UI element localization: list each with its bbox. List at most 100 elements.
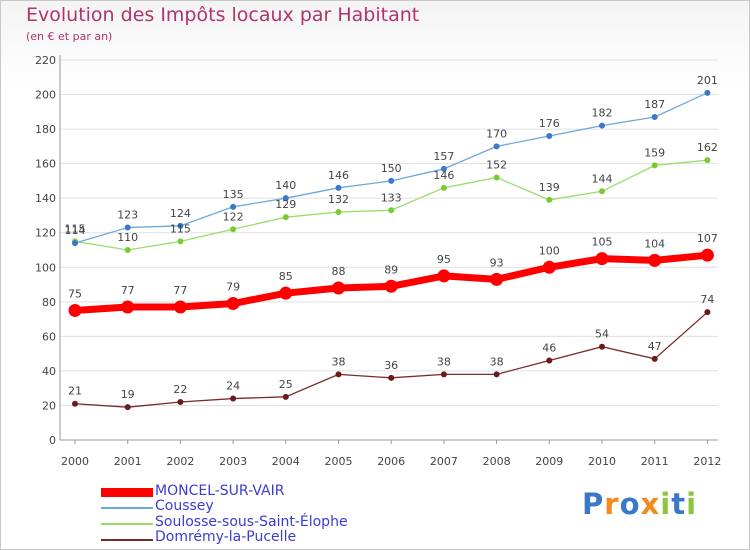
- data-label-soulosse-sous-saint-elophe-2000: 115: [65, 222, 86, 235]
- point-moncel-sur-vair-2007: [437, 269, 451, 283]
- point-domremy-la-pucelle-2011: [651, 355, 658, 362]
- point-domremy-la-pucelle-2007: [440, 371, 447, 378]
- y-tick-label-0: 0: [49, 434, 56, 447]
- logo-letter: o: [619, 487, 641, 521]
- data-label-moncel-sur-vair-2001: 77: [121, 284, 135, 297]
- data-label-domremy-la-pucelle-2009: 46: [542, 342, 556, 355]
- point-coussey-2012: [704, 89, 711, 96]
- data-label-coussey-2008: 170: [486, 127, 507, 140]
- data-label-coussey-2009: 176: [539, 117, 560, 130]
- y-tick-label-180: 180: [35, 123, 56, 136]
- logo-letter: t: [671, 487, 687, 521]
- data-label-coussey-2005: 146: [328, 169, 349, 182]
- point-soulosse-sous-saint-elophe-2004: [282, 214, 289, 221]
- point-domremy-la-pucelle-2001: [124, 404, 131, 411]
- data-label-coussey-2002: 124: [170, 207, 191, 220]
- legend-label-coussey: Coussey: [155, 498, 214, 514]
- data-label-domremy-la-pucelle-2004: 25: [279, 378, 293, 391]
- x-tick-label-2005: 2005: [325, 455, 353, 468]
- point-domremy-la-pucelle-2010: [599, 343, 605, 350]
- data-label-coussey-2012: 201: [697, 74, 718, 87]
- point-coussey-2005: [335, 184, 342, 191]
- data-label-coussey-2003: 135: [223, 188, 244, 201]
- point-coussey-2007: [440, 165, 447, 172]
- x-tick-label-2002: 2002: [166, 455, 194, 468]
- data-label-domremy-la-pucelle-2010: 54: [595, 328, 609, 341]
- data-label-domremy-la-pucelle-2003: 24: [226, 380, 240, 393]
- data-label-domremy-la-pucelle-2006: 36: [384, 359, 398, 372]
- chart-subtitle: (en € et par an): [26, 30, 113, 43]
- data-label-soulosse-sous-saint-elophe-2003: 122: [223, 210, 244, 223]
- logo-letter: P: [582, 487, 605, 521]
- point-soulosse-sous-saint-elophe-2011: [651, 162, 658, 169]
- axis-layer: 0 20 40 60 80 100 120 140 160 180 200 220 2000 2001 20…: [35, 54, 721, 468]
- data-label-domremy-la-pucelle-2011: 47: [648, 340, 662, 353]
- data-label-soulosse-sous-saint-elophe-2011: 159: [644, 146, 665, 159]
- data-label-moncel-sur-vair-2012: 107: [697, 232, 718, 245]
- data-label-domremy-la-pucelle-2008: 38: [490, 355, 504, 368]
- point-moncel-sur-vair-2003: [226, 297, 240, 311]
- y-tick-label-140: 140: [35, 192, 56, 205]
- point-domremy-la-pucelle-2005: [335, 371, 342, 378]
- y-tick-label-60: 60: [42, 330, 56, 343]
- point-moncel-sur-vair-2005: [332, 281, 345, 295]
- data-label-domremy-la-pucelle-2001: 19: [121, 388, 135, 401]
- data-label-soulosse-sous-saint-elophe-2004: 129: [275, 198, 296, 211]
- point-domremy-la-pucelle-2003: [230, 395, 237, 402]
- data-label-soulosse-sous-saint-elophe-2006: 133: [381, 191, 402, 204]
- x-tick-label-2000: 2000: [61, 455, 89, 468]
- data-label-coussey-2010: 182: [592, 107, 613, 120]
- data-label-coussey-2004: 140: [275, 179, 296, 192]
- y-tick-label-160: 160: [35, 158, 56, 171]
- data-label-soulosse-sous-saint-elophe-2002: 115: [170, 222, 191, 235]
- data-label-soulosse-sous-saint-elophe-2008: 152: [486, 158, 507, 171]
- point-moncel-sur-vair-2004: [279, 286, 293, 300]
- point-soulosse-sous-saint-elophe-2010: [599, 188, 605, 195]
- point-moncel-sur-vair-2009: [542, 260, 556, 274]
- y-tick-label-20: 20: [42, 399, 56, 412]
- y-tick-label-40: 40: [42, 365, 56, 378]
- data-label-moncel-sur-vair-2002: 77: [173, 284, 187, 297]
- legend-label-moncel: MONCEL-SUR-VAIR: [155, 483, 285, 499]
- legend-swatch-domremy: [101, 539, 153, 541]
- point-soulosse-sous-saint-elophe-2007: [440, 184, 447, 191]
- legend-swatch-soulosse: [101, 523, 153, 525]
- point-soulosse-sous-saint-elophe-2005: [335, 209, 342, 215]
- logo-letter: i: [660, 487, 672, 521]
- point-domremy-la-pucelle-2006: [388, 374, 395, 381]
- point-coussey-2008: [493, 143, 500, 150]
- y-tick-label-220: 220: [35, 54, 56, 67]
- legend-swatch-coussey: [101, 507, 153, 509]
- grid-layer: [60, 59, 718, 406]
- logo-letter: r: [604, 487, 620, 521]
- point-coussey-2009: [546, 133, 553, 139]
- x-tick-label-2010: 2010: [588, 455, 616, 468]
- legend-swatch-moncel: [101, 488, 153, 497]
- data-label-coussey-2007: 157: [433, 150, 454, 163]
- data-label-moncel-sur-vair-2008: 93: [490, 256, 504, 269]
- data-label-domremy-la-pucelle-2002: 22: [173, 383, 187, 396]
- data-label-domremy-la-pucelle-2005: 38: [332, 355, 346, 368]
- point-coussey-2000: [72, 240, 78, 247]
- point-soulosse-sous-saint-elophe-2012: [704, 157, 711, 164]
- point-moncel-sur-vair-2001: [121, 300, 135, 314]
- data-label-layer: 21 19 22 24 25 38 36 38 38 46 54 47 74 115 110 115 122 12…: [65, 74, 718, 401]
- data-label-soulosse-sous-saint-elophe-2012: 162: [697, 141, 718, 154]
- chart-title: Evolution des Impôts locaux par Habitant: [26, 4, 420, 26]
- y-tick-label-120: 120: [35, 227, 56, 240]
- point-soulosse-sous-saint-elophe-2001: [124, 247, 131, 253]
- point-coussey-2001: [124, 224, 131, 231]
- data-label-moncel-sur-vair-2011: 104: [644, 237, 665, 250]
- x-tick-label-2001: 2001: [114, 455, 142, 468]
- x-tick-label-2006: 2006: [377, 455, 405, 468]
- series-layer: [68, 89, 714, 411]
- point-domremy-la-pucelle-2000: [72, 400, 78, 407]
- point-moncel-sur-vair-2002: [173, 300, 187, 314]
- point-soulosse-sous-saint-elophe-2006: [388, 207, 395, 214]
- y-tick-label-100: 100: [35, 261, 56, 274]
- data-label-moncel-sur-vair-2009: 100: [539, 244, 560, 257]
- data-label-soulosse-sous-saint-elophe-2001: 110: [117, 231, 138, 244]
- x-tick-label-2009: 2009: [535, 455, 563, 468]
- data-label-soulosse-sous-saint-elophe-2009: 139: [539, 181, 560, 194]
- data-label-moncel-sur-vair-2005: 88: [332, 265, 346, 278]
